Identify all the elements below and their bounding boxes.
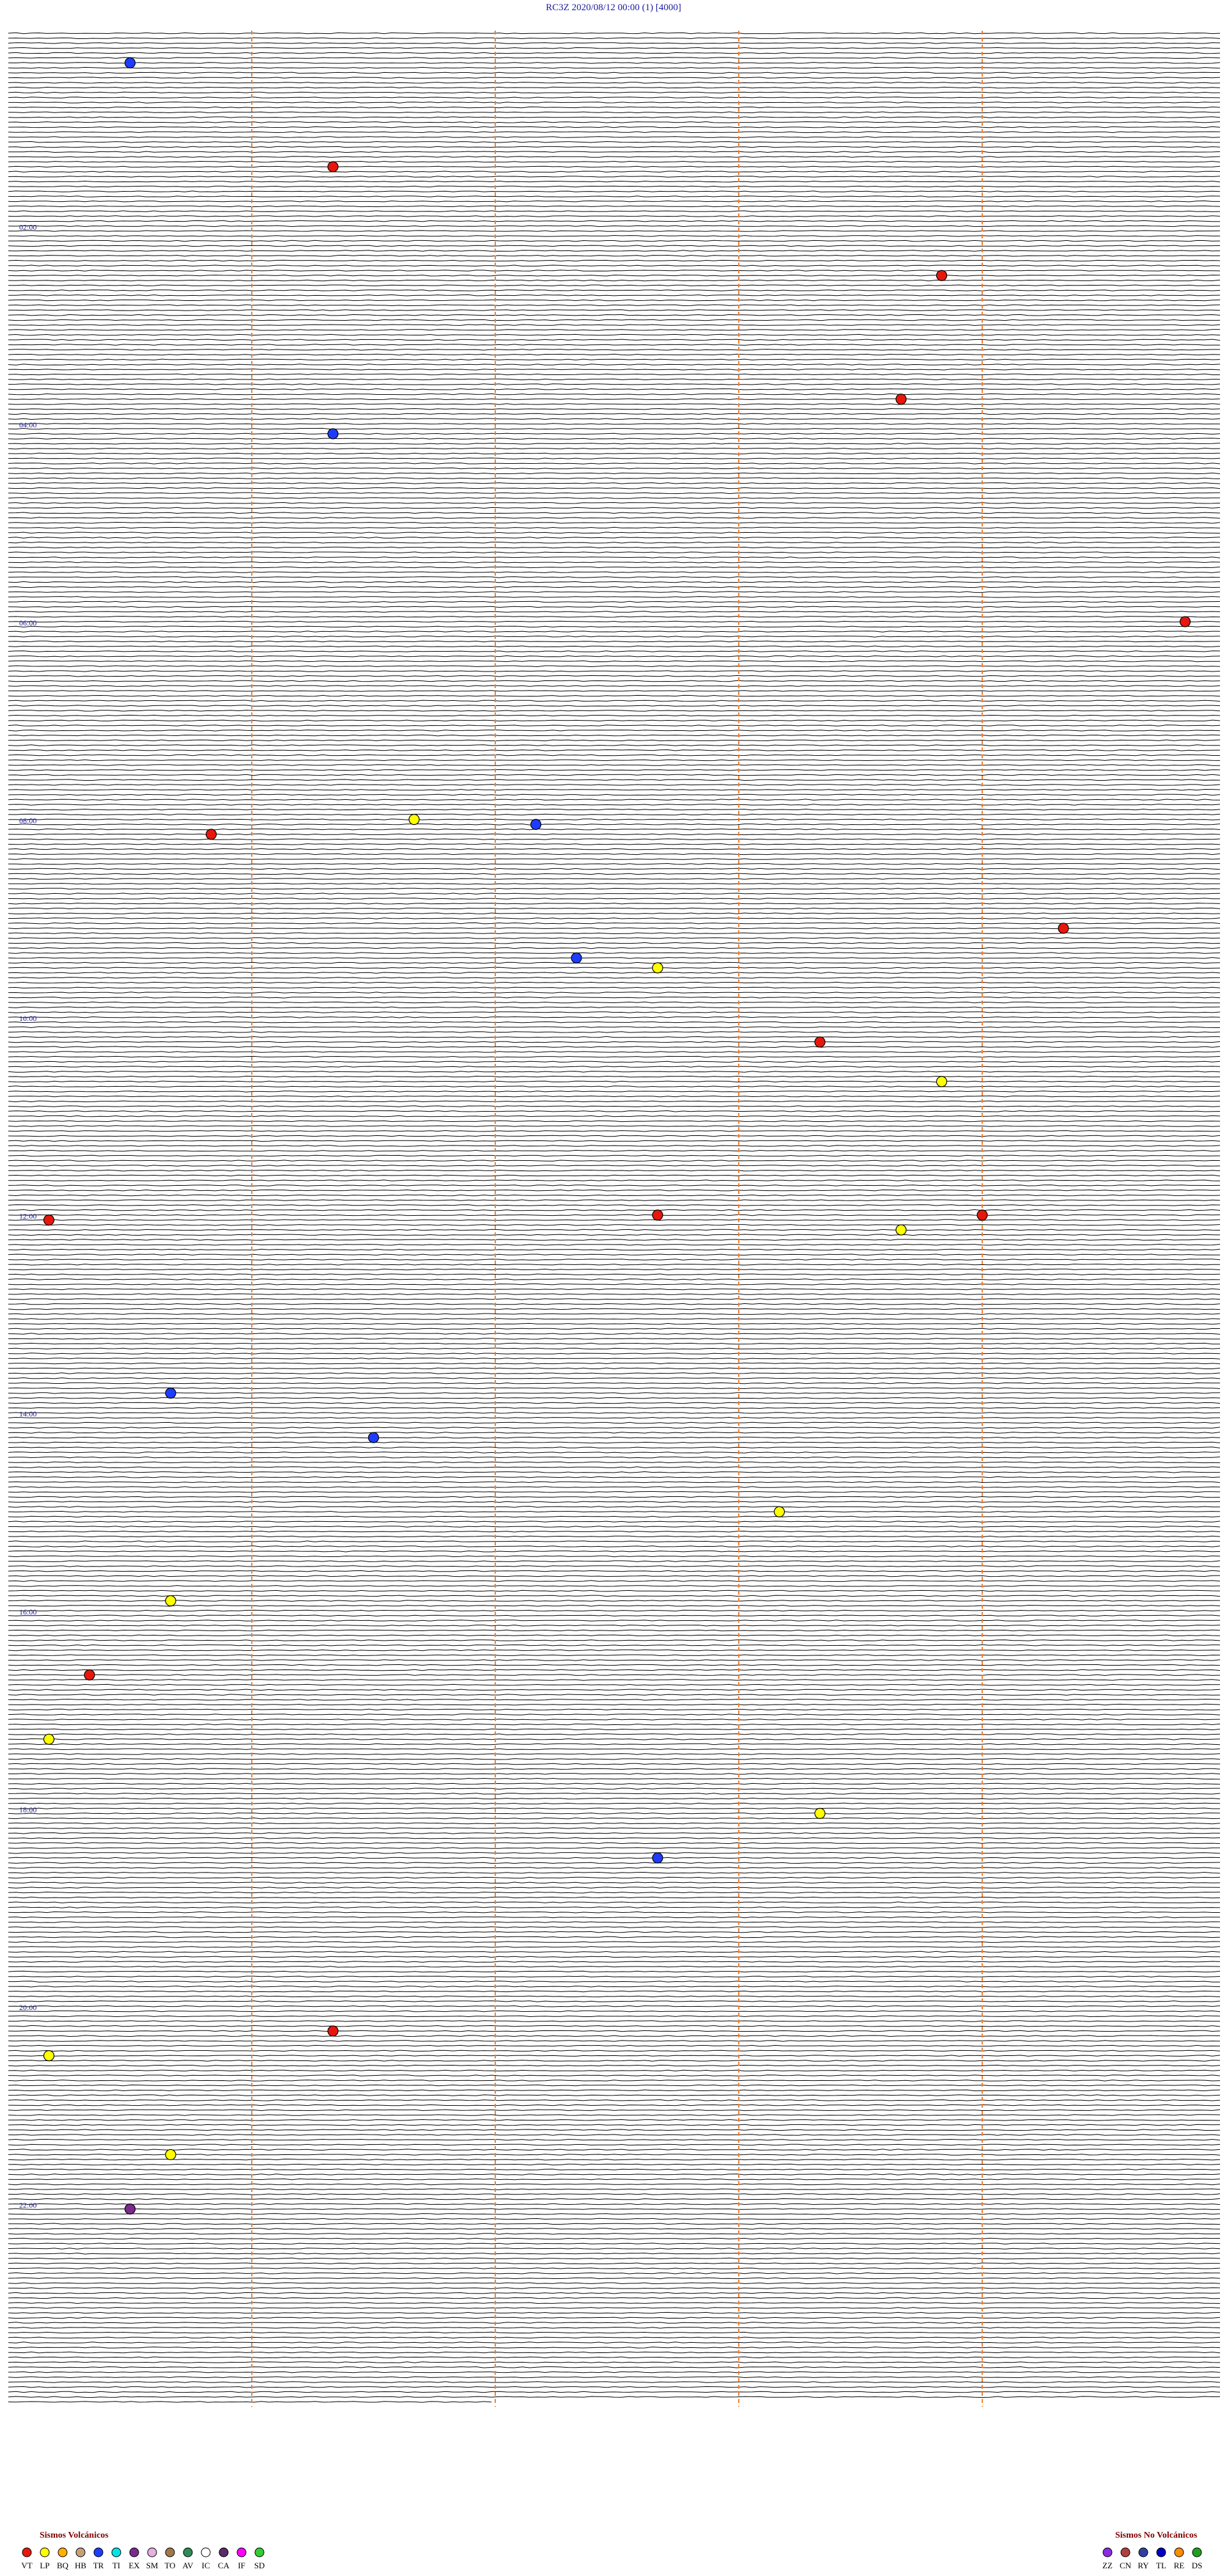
hour-label: 08:00 xyxy=(19,816,36,825)
legend-swatch xyxy=(58,2547,68,2557)
legend-label: EX xyxy=(128,2561,140,2570)
legend-title: Sismos No Volcánicos xyxy=(1115,2531,1198,2540)
traces xyxy=(8,32,1221,2403)
event-marker xyxy=(327,161,339,172)
event-marker xyxy=(895,394,907,405)
legend-label: VT xyxy=(21,2561,32,2570)
legend-label: IC xyxy=(202,2561,210,2570)
event-marker xyxy=(895,1224,907,1236)
legend-swatch xyxy=(1192,2547,1202,2557)
legend-label: CA xyxy=(218,2561,230,2570)
legend-swatch xyxy=(254,2547,265,2557)
legend-swatch xyxy=(93,2547,104,2557)
legend-label: SD xyxy=(254,2561,265,2570)
legend-label: AV xyxy=(182,2561,194,2570)
hour-label: 22:00 xyxy=(19,2201,36,2210)
hour-label: 06:00 xyxy=(19,618,36,627)
legend-label: SM xyxy=(146,2561,158,2570)
legend-label: CN xyxy=(1120,2561,1132,2570)
event-marker xyxy=(1058,923,1069,934)
event-marker xyxy=(936,1076,948,1087)
legend-swatch xyxy=(1156,2547,1166,2557)
legend-label: HB xyxy=(75,2561,86,2570)
legend-label: TI xyxy=(112,2561,120,2570)
hour-label: 02:00 xyxy=(19,223,36,232)
event-marker xyxy=(165,1387,176,1399)
legend-label: IF xyxy=(238,2561,245,2570)
event-marker xyxy=(43,1733,55,1745)
event-marker xyxy=(936,270,948,281)
event-marker xyxy=(652,1209,663,1221)
legend-swatch xyxy=(75,2547,86,2557)
legend-swatch xyxy=(201,2547,211,2557)
event-marker xyxy=(124,2204,136,2215)
event-marker xyxy=(327,428,339,440)
event-marker xyxy=(530,818,542,831)
legend-swatch xyxy=(147,2547,157,2557)
event-marker xyxy=(327,2025,339,2037)
legend-swatch xyxy=(129,2547,139,2557)
event-marker xyxy=(43,2050,55,2062)
event-marker xyxy=(773,1506,785,1517)
legend-swatch xyxy=(183,2547,193,2557)
legend-swatch xyxy=(1174,2547,1184,2557)
event-marker xyxy=(165,2149,176,2161)
legend-label: TO xyxy=(164,2561,175,2570)
events xyxy=(43,57,1191,2215)
legend-swatch xyxy=(1102,2547,1113,2557)
event-marker xyxy=(124,57,136,69)
event-marker xyxy=(814,1807,826,1819)
legend-label: ZZ xyxy=(1102,2561,1113,2570)
legend-swatch xyxy=(40,2547,50,2557)
event-marker xyxy=(367,1432,380,1443)
trace-lines xyxy=(8,32,1221,2403)
event-marker xyxy=(976,1209,988,1221)
event-marker xyxy=(408,814,420,825)
event-marker xyxy=(571,952,582,963)
legend-label: RE xyxy=(1174,2561,1185,2570)
legend-swatch xyxy=(236,2547,247,2557)
event-marker xyxy=(205,829,217,840)
legend-swatch xyxy=(219,2547,229,2557)
hour-label: 14:00 xyxy=(19,1409,36,1418)
hour-label: 12:00 xyxy=(19,1212,36,1221)
hour-label: 04:00 xyxy=(19,420,36,429)
event-marker xyxy=(652,962,663,974)
hour-labels: 02:00 04:00 06:00 08:00 10:00 12:00 14:00 16:00… xyxy=(19,223,36,2210)
legend-label: LP xyxy=(40,2561,49,2570)
event-marker xyxy=(165,1595,176,1607)
legend-swatch xyxy=(22,2547,32,2557)
hour-label: 18:00 xyxy=(19,1805,36,1814)
hour-label: 16:00 xyxy=(19,1607,36,1616)
event-marker xyxy=(43,1214,55,1226)
legend-label: BQ xyxy=(57,2561,69,2570)
hour-label: 10:00 xyxy=(19,1014,36,1023)
hour-label: 20:00 xyxy=(19,2003,36,2012)
legend-label: TR xyxy=(93,2561,104,2570)
legend-swatch xyxy=(1120,2547,1131,2557)
legend-swatch xyxy=(1138,2547,1148,2557)
legend-label: RY xyxy=(1138,2561,1149,2570)
legend: Sismos Volcánicos Sismos No Volcánicos V… xyxy=(21,2531,1202,2570)
event-marker xyxy=(84,1669,95,1681)
legend-title: Sismos Volcánicos xyxy=(40,2531,109,2540)
chart-title: RC3Z 2020/08/12 00:00 (1) [4000] xyxy=(546,3,681,13)
event-marker xyxy=(1179,616,1191,627)
legend-label: DS xyxy=(1192,2561,1203,2570)
legend-swatch xyxy=(165,2547,175,2557)
legend-label: TL xyxy=(1156,2561,1166,2570)
event-marker xyxy=(814,1036,826,1048)
legend-swatch xyxy=(111,2547,121,2557)
event-marker xyxy=(652,1852,663,1864)
